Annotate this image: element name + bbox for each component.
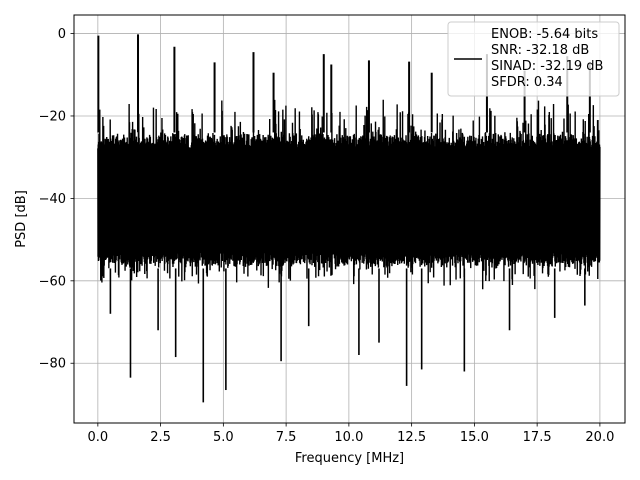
y-tick-label: −40 (39, 192, 66, 207)
x-tick-label: 10.0 (334, 430, 363, 445)
x-tick-label: 0.0 (88, 430, 109, 445)
plot-frame (73, 14, 626, 424)
y-tick-label: −20 (39, 109, 66, 124)
y-axis-label: PSD [dB] (14, 190, 29, 248)
x-tick-label: 12.5 (397, 430, 426, 445)
y-tick-label: −80 (39, 357, 66, 372)
x-tick-label: 17.5 (523, 430, 552, 445)
x-tick-label: 2.5 (150, 430, 171, 445)
y-tick-label: 0 (58, 27, 66, 42)
legend-line-snr: SNR: -32.18 dB (491, 43, 589, 58)
x-tick-label: 15.0 (460, 430, 489, 445)
x-tick-label: 7.5 (276, 430, 297, 445)
legend-line-sfdr: SFDR: 0.34 (491, 75, 563, 90)
x-tick-label: 5.0 (213, 430, 234, 445)
x-axis-label: Frequency [MHz] (295, 451, 404, 466)
x-tick-label: 20.0 (585, 430, 614, 445)
psd-noise-trace (97, 99, 601, 290)
legend-line-enob: ENOB: -5.64 bits (491, 27, 598, 42)
x-axis-ticks: 0.0 2.5 5.0 7.5 10.0 12.5 15.0 17.5 20.0 (88, 423, 614, 445)
legend-box (447, 21, 620, 97)
psd-series-group (97, 34, 601, 403)
legend: ENOB: -5.64 bits SNR: -32.18 dB SINAD: -… (447, 21, 620, 97)
legend-line-sinad: SINAD: -32.19 dB (491, 59, 603, 74)
y-axis-ticks: 0 −20 −40 −60 −80 (39, 27, 74, 372)
y-tick-label: −60 (39, 274, 66, 289)
